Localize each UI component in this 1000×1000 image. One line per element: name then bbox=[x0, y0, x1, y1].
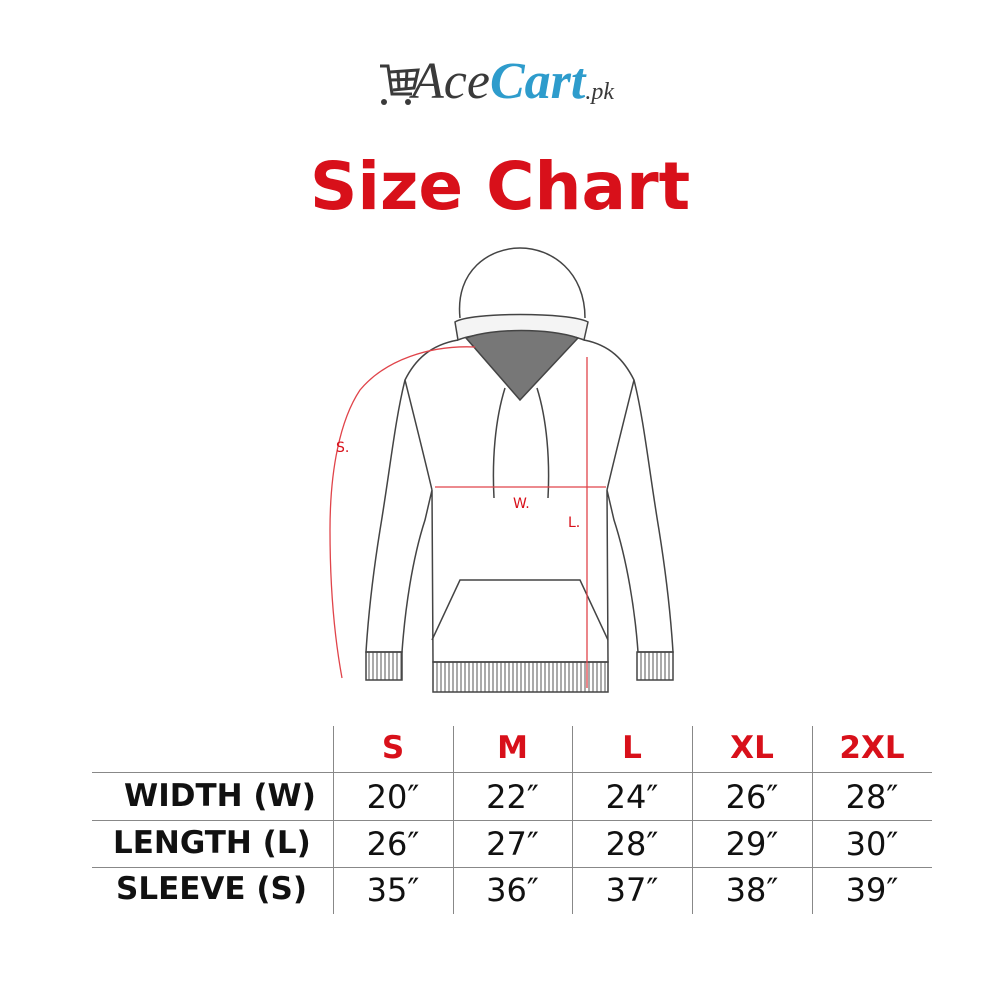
table-cell: 26″ bbox=[366, 825, 420, 863]
table-cell: 27″ bbox=[486, 825, 539, 863]
page-title: Size Chart bbox=[309, 148, 691, 225]
size-header-l: L bbox=[622, 730, 642, 766]
sleeve-label: S. bbox=[336, 440, 349, 456]
sleeve-measure-line bbox=[329, 346, 476, 679]
table-cell: 39″ bbox=[845, 871, 899, 909]
size-header-s: S bbox=[381, 730, 405, 766]
width-label: W. bbox=[513, 496, 530, 512]
row-label-length: LENGTH (L) bbox=[113, 825, 311, 861]
logo-text-suffix: .pk bbox=[585, 79, 614, 105]
table-cell: 29″ bbox=[725, 825, 779, 863]
length-label: L. bbox=[568, 515, 580, 531]
logo-text-ace: Ace bbox=[412, 53, 490, 110]
row-label-sleeve: SLEEVE (S) bbox=[116, 871, 308, 907]
table-cell: 24″ bbox=[605, 778, 659, 816]
logo: Ace Cart .pk bbox=[378, 48, 614, 108]
table-cell: 22″ bbox=[486, 778, 539, 816]
table-cell: 30″ bbox=[845, 825, 899, 863]
size-header-m: M bbox=[497, 730, 528, 766]
table-cell: 36″ bbox=[486, 871, 539, 909]
table-cell: 20″ bbox=[366, 778, 420, 816]
table-cell: 37″ bbox=[605, 871, 659, 909]
divider bbox=[92, 820, 932, 821]
table-cell: 38″ bbox=[725, 871, 779, 909]
size-header-2xl: 2XL bbox=[839, 730, 905, 766]
table-cell: 28″ bbox=[845, 778, 899, 816]
divider bbox=[92, 867, 932, 868]
table-cell: 35″ bbox=[366, 871, 420, 909]
logo-text-cart: Cart bbox=[489, 53, 586, 110]
shopping-cart-icon bbox=[380, 64, 420, 105]
divider bbox=[92, 772, 932, 773]
table-cell: 28″ bbox=[605, 825, 659, 863]
table-cell: 26″ bbox=[725, 778, 779, 816]
row-label-width: WIDTH (W) bbox=[124, 778, 316, 814]
size-header-xl: XL bbox=[730, 730, 774, 766]
